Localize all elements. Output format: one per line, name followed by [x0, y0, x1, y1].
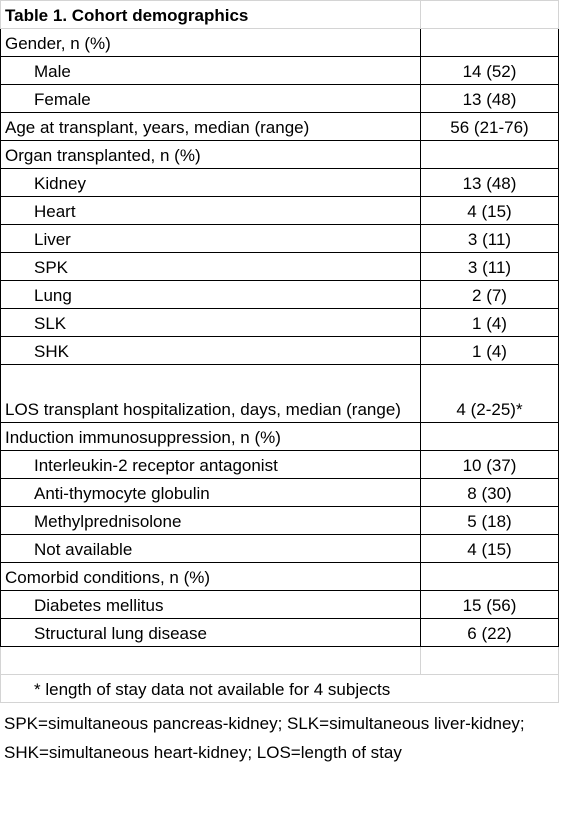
table-title: Table 1. Cohort demographics: [0, 0, 421, 29]
abbreviations: SPK=simultaneous pancreas-kidney; SLK=si…: [4, 714, 525, 762]
item-label: Heart: [0, 196, 421, 225]
item-label: SHK: [0, 336, 421, 365]
value-cell: [420, 140, 559, 169]
value-cell: 5 (18): [420, 506, 559, 535]
table-row: Structural lung disease 6 (22): [0, 618, 559, 647]
table-row: Female 13 (48): [0, 84, 559, 113]
footnote-row: * length of stay data not available for …: [0, 674, 559, 703]
table-row: Lung 2 (7): [0, 280, 559, 309]
value-cell: [420, 422, 559, 451]
group-label: Organ transplanted, n (%): [0, 140, 421, 169]
value-cell: 2 (7): [420, 280, 559, 309]
value-cell: 15 (56): [420, 590, 559, 619]
table-row: SHK 1 (4): [0, 336, 559, 365]
value-cell: 4 (2-25)*: [420, 364, 559, 423]
footnote: * length of stay data not available for …: [0, 674, 559, 703]
empty-cell: [420, 0, 559, 29]
value-cell: 56 (21-76): [420, 112, 559, 141]
table-row: Not available 4 (15): [0, 534, 559, 563]
value-cell: 13 (48): [420, 84, 559, 113]
item-label: Not available: [0, 534, 421, 563]
item-label: Interleukin-2 receptor antagonist: [0, 450, 421, 479]
group-label: Induction immunosuppression, n (%): [0, 422, 421, 451]
table-row: LOS transplant hospitalization, days, me…: [0, 364, 559, 423]
table-row: Interleukin-2 receptor antagonist 10 (37): [0, 450, 559, 479]
item-label: Methylprednisolone: [0, 506, 421, 535]
value-cell: 3 (11): [420, 252, 559, 281]
table-row: SLK 1 (4): [0, 308, 559, 337]
item-label: Female: [0, 84, 421, 113]
group-label: Gender, n (%): [0, 28, 421, 57]
item-label: Anti-thymocyte globulin: [0, 478, 421, 507]
value-cell: 6 (22): [420, 618, 559, 647]
table-row: Organ transplanted, n (%): [0, 140, 559, 169]
value-cell: 1 (4): [420, 336, 559, 365]
table-row: Methylprednisolone 5 (18): [0, 506, 559, 535]
title-row: Table 1. Cohort demographics: [0, 0, 559, 29]
item-label: Kidney: [0, 168, 421, 197]
item-label: Liver: [0, 224, 421, 253]
blank-row: [0, 646, 559, 675]
table-row: Kidney 13 (48): [0, 168, 559, 197]
item-label: SPK: [0, 252, 421, 281]
value-cell: 8 (30): [420, 478, 559, 507]
value-cell: 10 (37): [420, 450, 559, 479]
item-label: SLK: [0, 308, 421, 337]
item-label: Structural lung disease: [0, 618, 421, 647]
table-body: Table 1. Cohort demographics Gender, n (…: [0, 0, 559, 703]
table-row: Comorbid conditions, n (%): [0, 562, 559, 591]
group-label: LOS transplant hospitalization, days, me…: [0, 364, 421, 423]
empty-cell: [0, 646, 421, 675]
value-cell: [420, 28, 559, 57]
value-cell: 1 (4): [420, 308, 559, 337]
value-cell: 3 (11): [420, 224, 559, 253]
group-label: Comorbid conditions, n (%): [0, 562, 421, 591]
value-cell: 14 (52): [420, 56, 559, 85]
value-cell: 4 (15): [420, 534, 559, 563]
table-row: Induction immunosuppression, n (%): [0, 422, 559, 451]
demographics-table: Table 1. Cohort demographics Gender, n (…: [0, 0, 559, 703]
table-row: Age at transplant, years, median (range)…: [0, 112, 559, 141]
table-row: Liver 3 (11): [0, 224, 559, 253]
item-label: Male: [0, 56, 421, 85]
table-row: Gender, n (%): [0, 28, 559, 57]
table-row: Heart 4 (15): [0, 196, 559, 225]
value-cell: 13 (48): [420, 168, 559, 197]
table-row: Male 14 (52): [0, 56, 559, 85]
item-label: Diabetes mellitus: [0, 590, 421, 619]
value-cell: [420, 562, 559, 591]
value-cell: 4 (15): [420, 196, 559, 225]
item-label: Lung: [0, 280, 421, 309]
table-row: Diabetes mellitus 15 (56): [0, 590, 559, 619]
group-label: Age at transplant, years, median (range): [0, 112, 421, 141]
table-row: Anti-thymocyte globulin 8 (30): [0, 478, 559, 507]
empty-cell: [420, 646, 559, 675]
table-row: SPK 3 (11): [0, 252, 559, 281]
